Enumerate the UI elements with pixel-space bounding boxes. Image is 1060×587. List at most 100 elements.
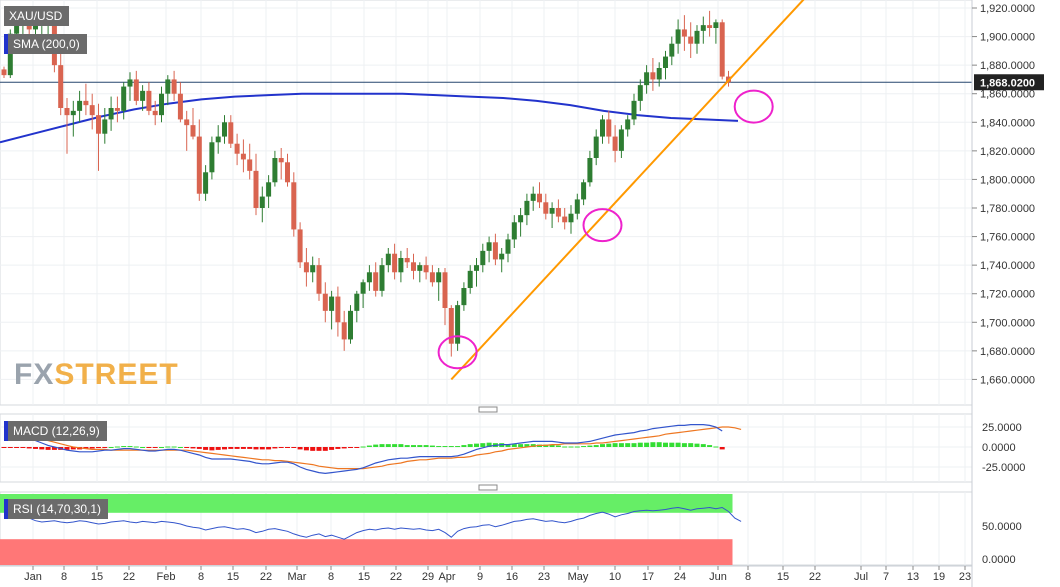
macd-hist-bar [675,442,681,447]
candle-body [688,36,694,44]
candle-body [530,193,536,201]
macd-hist-bar [83,447,89,449]
candle-body [297,229,303,263]
price-tick-label: 1,860.0000 [980,89,1035,101]
macd-hist-bar [644,442,650,447]
macd-hist-bar [240,447,246,449]
macd-hist-bar [196,447,202,449]
panel-splitter[interactable] [478,406,498,413]
time-tick-label: 8 [198,571,204,583]
candle-body [404,258,410,263]
candle-body [360,282,366,294]
candle-body [379,265,385,291]
macd-hist-bar [505,444,511,447]
candle-body [511,222,517,240]
candle-body [480,250,486,266]
candle-body [159,93,164,116]
candle-body [152,110,158,116]
candle-body [631,100,637,120]
candle-body [171,79,177,94]
macd-hist-bar [562,446,568,448]
macd-legend-text: MACD (12,26,9) [13,424,100,438]
candle-body [240,153,246,160]
macd-hist-bar [1,447,7,448]
candle-body [492,242,498,260]
macd-legend[interactable]: MACD (12,26,9) [4,421,107,441]
macd-tick-label: 0.0000 [982,442,1016,454]
candle-body [429,272,435,283]
macd-hist-bar [379,444,385,447]
macd-hist-bar [184,447,190,448]
macd-hist-bar [253,447,259,450]
candle-body [436,272,442,283]
candle-body [625,119,631,130]
current-price-label: 1,868.0200 [980,77,1035,89]
time-tick-label: Apr [438,571,455,583]
candle-body [1,69,7,76]
time-tick-label: 22 [809,571,821,583]
candle-body [549,208,555,214]
macd-hist-bar [669,442,675,447]
macd-hist-bar [511,444,517,447]
price-tick-label: 1,760.0000 [980,232,1035,244]
sma-200-line [0,92,739,144]
macd-hist-bar [448,446,454,448]
symbol-label[interactable]: XAU/USD [4,6,70,26]
macd-hist-bar [625,443,631,447]
sma-legend[interactable]: SMA (200,0) [4,34,87,54]
macd-hist-bar [385,444,391,447]
time-tick-label: Feb [157,571,176,583]
candle-body [474,265,479,271]
macd-hist-bar [574,446,580,448]
macd-hist-bar [272,447,278,449]
highlight-circle [733,89,774,124]
macd-hist-bar [165,446,171,448]
macd-hist-bar [429,445,435,447]
candle-body [114,108,120,111]
macd-tick-label: 25.0000 [982,422,1022,434]
candle-body [266,182,272,197]
candle-body [524,200,530,216]
candle-body [133,79,139,101]
sma-legend-text: SMA (200,0) [13,37,80,51]
candle-body [278,158,284,163]
candle-body [606,119,612,137]
macd-hist-bar [600,444,605,447]
macd-hist-bar [152,447,158,448]
time-tick-label: 19 [933,571,945,583]
macd-hist-bar [259,447,265,450]
macd-hist-bar [215,447,221,450]
macd-hist-bar [335,447,341,449]
watermark-fx: FX [14,358,54,391]
candle-body [366,272,372,283]
macd-hist-bar [14,447,20,448]
candle-body [58,65,64,108]
candle-body [203,172,209,194]
macd-hist-bar [285,447,290,448]
rsi-legend[interactable]: RSI (14,70,30,1) [4,499,109,519]
candle-body [442,272,448,308]
time-tick-label: 15 [91,571,103,583]
macd-hist-bar [51,447,57,450]
macd-hist-bar [524,444,530,447]
candle-body [537,193,542,203]
macd-hist-bar [121,446,127,448]
macd-hist-bar [549,445,555,447]
macd-hist-bar [291,447,297,448]
macd-hist-bar [310,447,316,451]
candle-body [675,29,681,44]
candle-body [499,253,505,260]
macd-hist-bar [64,447,70,450]
macd-hist-bar [688,443,694,447]
price-tick-label: 1,660.0000 [980,374,1035,386]
macd-tick-label: -25.0000 [982,462,1025,474]
panel-splitter[interactable] [478,484,498,491]
candle-body [486,242,492,251]
candle-body [707,25,713,28]
candle-body [518,215,524,223]
candle-body [222,122,227,137]
time-tick-label: 24 [674,571,686,583]
macd-hist-bar [681,443,687,447]
macd-hist-bar [190,447,196,449]
